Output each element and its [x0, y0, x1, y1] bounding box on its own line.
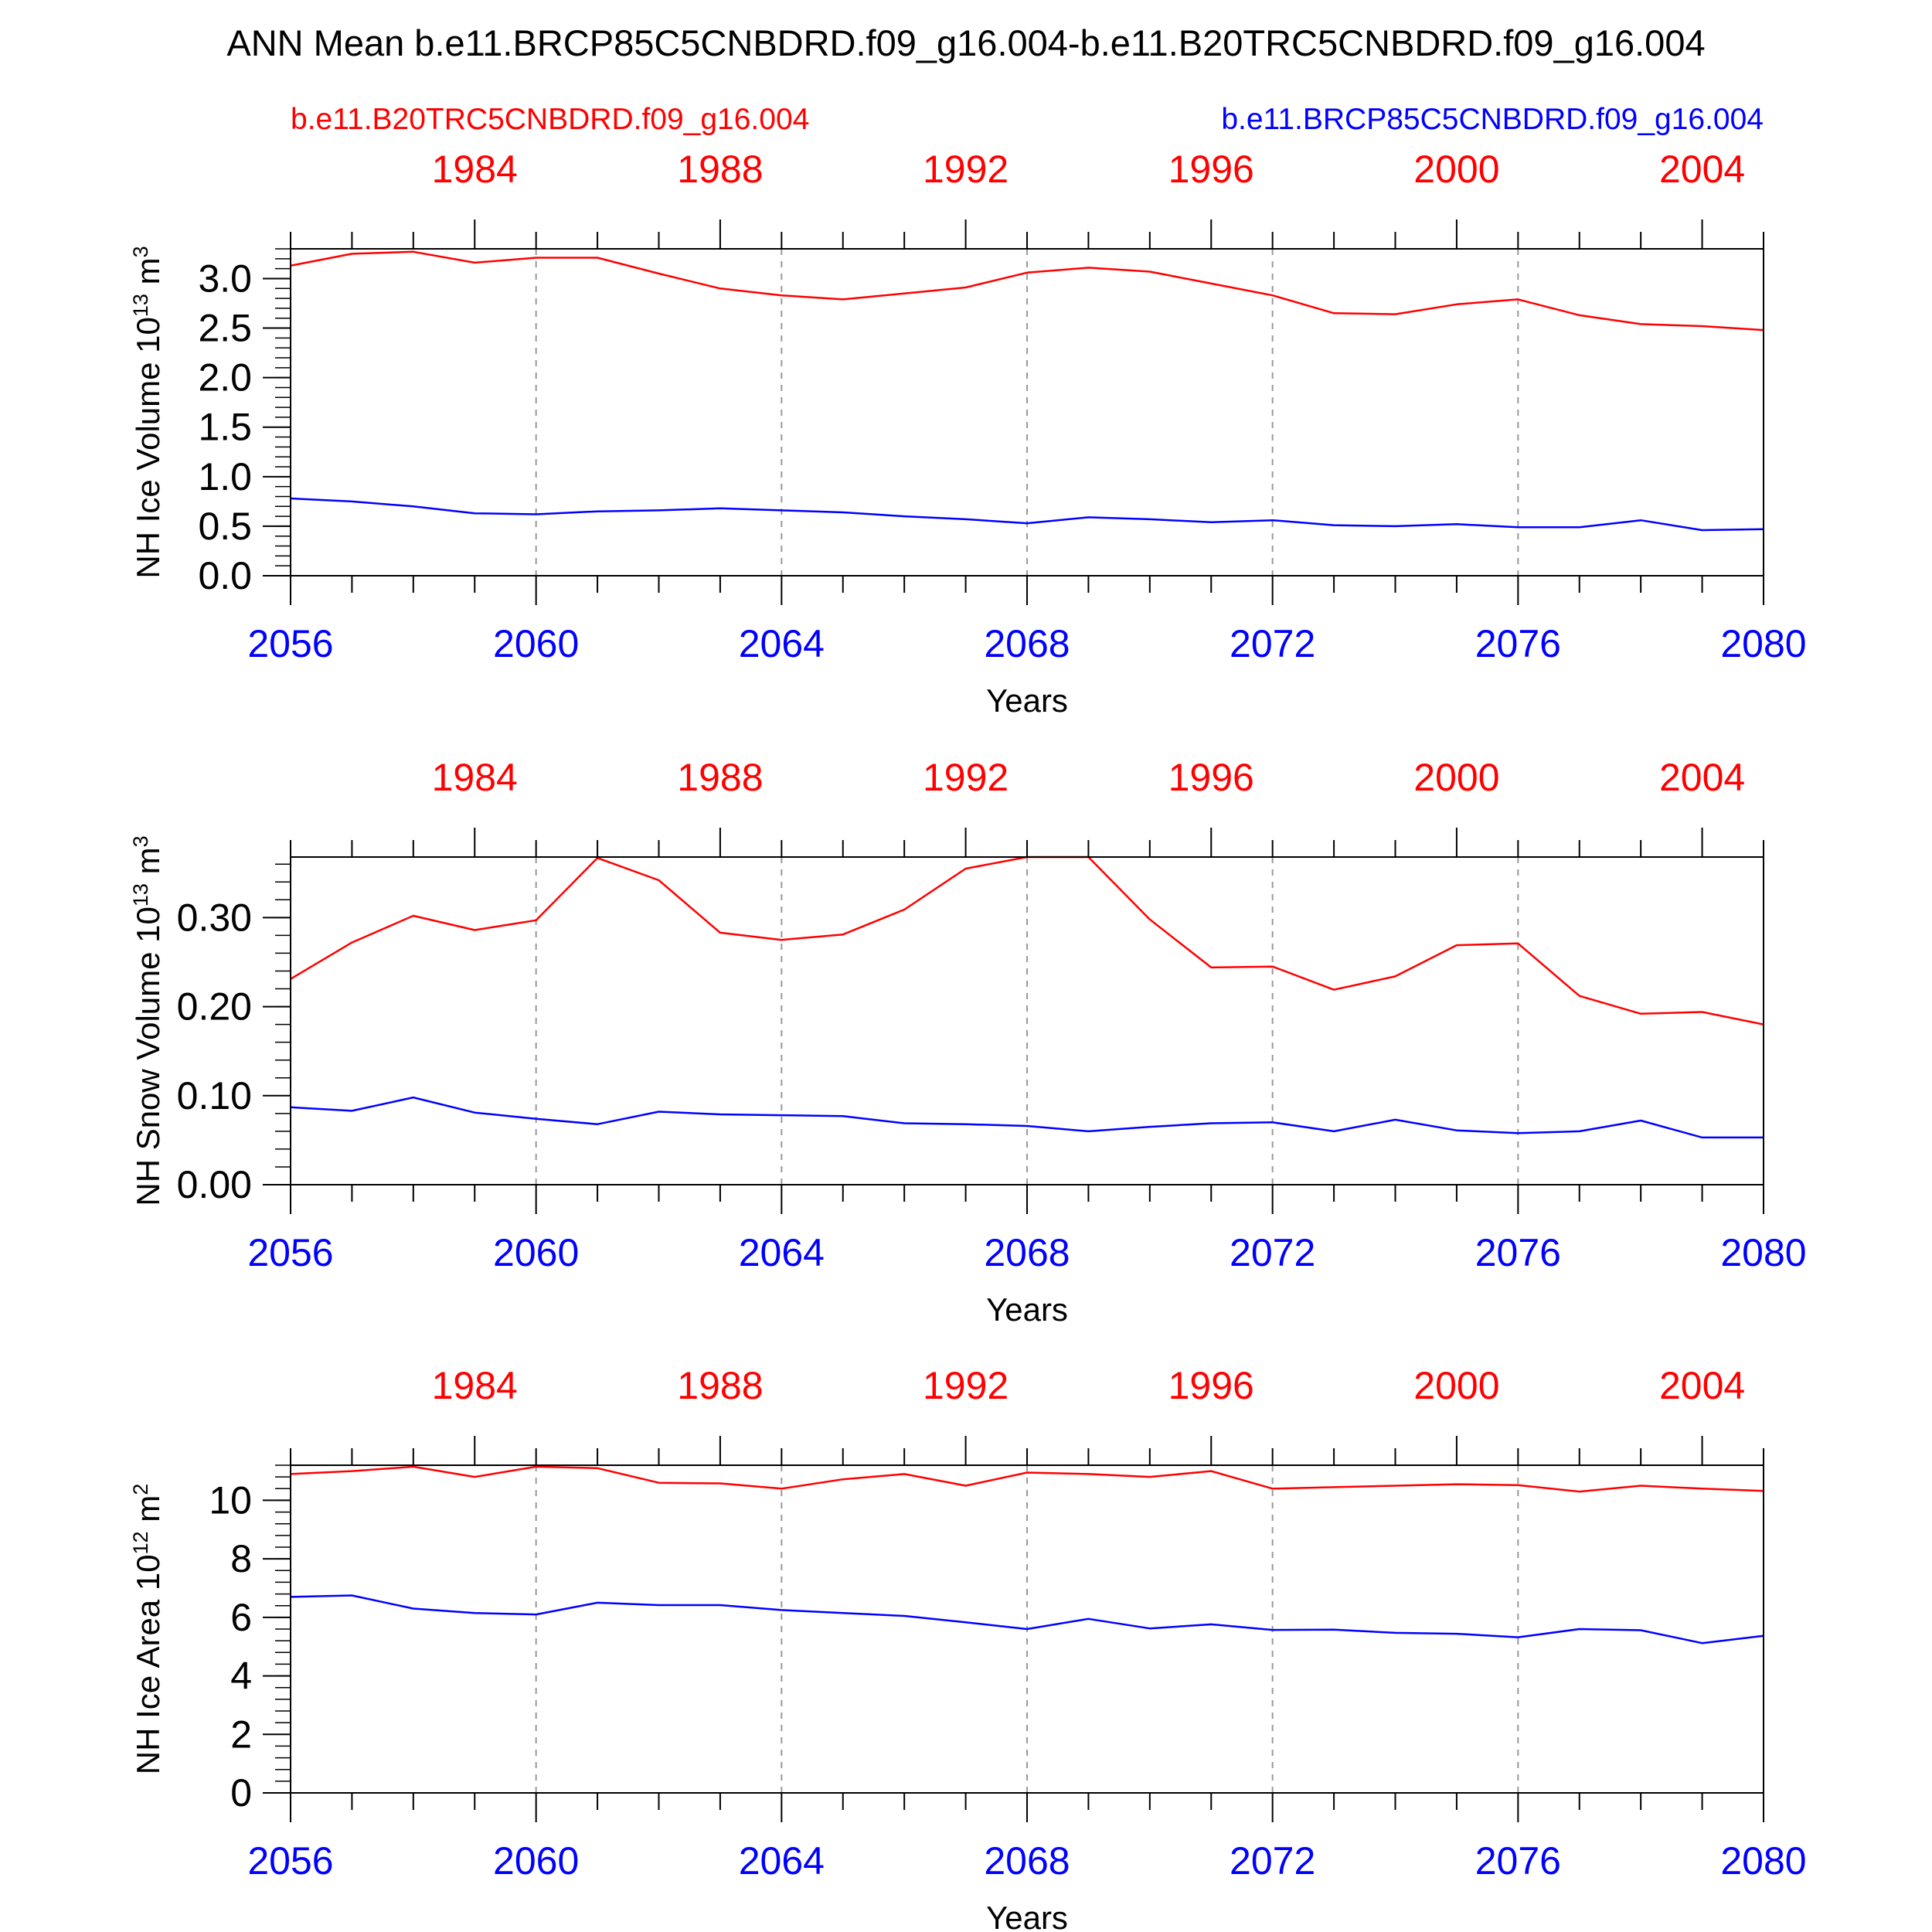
y-tick-label: 1.0 — [198, 455, 252, 498]
x-bottom-tick-label: 2064 — [739, 1231, 825, 1274]
y-axis-title: NH Ice Area 1012 m2 — [129, 1484, 166, 1775]
x-bottom-tick-label: 2076 — [1475, 1839, 1561, 1883]
x-bottom-tick-label: 2060 — [493, 1839, 579, 1883]
y-tick-label: 0 — [230, 1771, 252, 1815]
y-tick-label: 2.0 — [198, 356, 252, 400]
y-axis-title: NH Ice Volume 1013 m3 — [129, 246, 166, 578]
y-tick-label: 2.5 — [198, 307, 252, 350]
x-bottom-tick-label: 2068 — [984, 1231, 1070, 1274]
y-tick-label: 10 — [209, 1478, 252, 1522]
x-top-tick-label: 2004 — [1659, 756, 1745, 799]
y-tick-label: 0.20 — [177, 985, 252, 1029]
y-axis-title: NH Snow Volume 1013 m3 — [129, 835, 166, 1206]
x-top-tick-label: 1996 — [1168, 1364, 1254, 1407]
y-axis-title-part: NH Snow Volume 10 — [130, 906, 166, 1206]
x-top-tick-label: 2000 — [1413, 1364, 1499, 1407]
x-top-tick-label: 2004 — [1659, 1364, 1745, 1407]
y-axis-title-superscript: 2 — [129, 1484, 152, 1495]
y-tick-label: 0.00 — [177, 1163, 252, 1206]
x-bottom-tick-label: 2056 — [247, 1231, 333, 1274]
series-line-blue — [290, 1096, 1764, 1139]
y-tick-label: 6 — [230, 1596, 252, 1639]
chart-title: ANN Mean b.e11.BRCP85C5CNBDRD.f09_g16.00… — [226, 22, 1705, 63]
y-tick-label: 0.30 — [177, 896, 252, 939]
y-axis-title-part: m — [130, 257, 166, 294]
x-top-tick-label: 1992 — [923, 756, 1009, 799]
y-axis-title-superscript: 13 — [129, 883, 152, 906]
x-bottom-tick-label: 2056 — [247, 622, 333, 665]
panel-2: 2056 2060 2064 2068 2072 2076 2080 1984 1988 1992… — [129, 756, 1807, 1328]
x-bottom-tick-label: 2080 — [1720, 1231, 1806, 1274]
legend-label-red: b.e11.B20TRC5CNBDRD.f09_g16.004 — [291, 103, 809, 136]
x-top-tick-label: 1984 — [432, 756, 518, 799]
x-bottom-tick-label: 2056 — [247, 1839, 333, 1883]
x-top-tick-label: 2000 — [1413, 148, 1499, 191]
y-axis-title-superscript: 3 — [129, 246, 152, 257]
x-top-tick-label: 1988 — [677, 756, 763, 799]
y-axis-title-superscript: 13 — [129, 294, 152, 317]
x-axis-title: Years — [986, 1900, 1068, 1932]
x-top-tick-label: 1984 — [432, 1364, 518, 1407]
x-top-tick-label: 2004 — [1659, 148, 1745, 191]
y-tick-label: 8 — [230, 1537, 252, 1580]
series-line-red — [290, 250, 1764, 332]
x-top-tick-label: 1996 — [1168, 756, 1254, 799]
y-axis-title-part: NH Ice Volume 10 — [130, 317, 166, 579]
x-top-tick-label: 1984 — [432, 148, 518, 191]
x-bottom-tick-label: 2060 — [493, 1231, 579, 1274]
x-top-tick-label: 1992 — [923, 148, 1009, 191]
y-tick-label: 1.5 — [198, 406, 252, 449]
x-top-tick-label: 1988 — [677, 148, 763, 191]
y-tick-label: 0.5 — [198, 505, 252, 548]
series-line-blue — [290, 1594, 1764, 1645]
x-top-tick-label: 1992 — [923, 1364, 1009, 1407]
x-top-tick-label: 1988 — [677, 1364, 763, 1407]
x-bottom-tick-label: 2076 — [1475, 1231, 1561, 1274]
x-axis-title: Years — [986, 682, 1068, 719]
x-bottom-tick-label: 2068 — [984, 622, 1070, 665]
y-tick-label: 4 — [230, 1655, 252, 1698]
x-bottom-tick-label: 2072 — [1230, 622, 1315, 665]
y-axis-title-part: m — [130, 1495, 166, 1532]
legend-label-blue: b.e11.BRCP85C5CNBDRD.f09_g16.004 — [1221, 103, 1764, 136]
series-line-blue — [290, 497, 1764, 532]
y-tick-label: 3.0 — [198, 257, 252, 300]
x-bottom-tick-label: 2072 — [1230, 1231, 1315, 1274]
y-axis-title-part: NH Ice Area 10 — [130, 1554, 166, 1774]
series-line-red — [290, 1465, 1764, 1493]
x-bottom-tick-label: 2076 — [1475, 622, 1561, 665]
y-tick-label: 0.10 — [177, 1074, 252, 1117]
x-bottom-tick-label: 2064 — [739, 1839, 825, 1883]
panel-1: 2056 2060 2064 2068 2072 2076 2080 1984 1988 1992… — [129, 148, 1807, 719]
x-bottom-tick-label: 2060 — [493, 622, 579, 665]
x-top-tick-label: 1996 — [1168, 148, 1254, 191]
y-axis-title-superscript: 12 — [129, 1531, 152, 1554]
y-axis-title-part: m — [130, 847, 166, 883]
x-bottom-tick-label: 2068 — [984, 1839, 1070, 1883]
y-tick-label: 2 — [230, 1713, 252, 1756]
x-axis-title: Years — [986, 1291, 1068, 1328]
x-bottom-tick-label: 2080 — [1720, 1839, 1806, 1883]
y-axis-title-superscript: 3 — [129, 835, 152, 847]
x-top-tick-label: 2000 — [1413, 756, 1499, 799]
x-bottom-tick-label: 2064 — [739, 622, 825, 665]
y-tick-label: 0.0 — [198, 554, 252, 597]
x-bottom-tick-label: 2072 — [1230, 1839, 1315, 1883]
x-bottom-tick-label: 2080 — [1720, 622, 1806, 665]
